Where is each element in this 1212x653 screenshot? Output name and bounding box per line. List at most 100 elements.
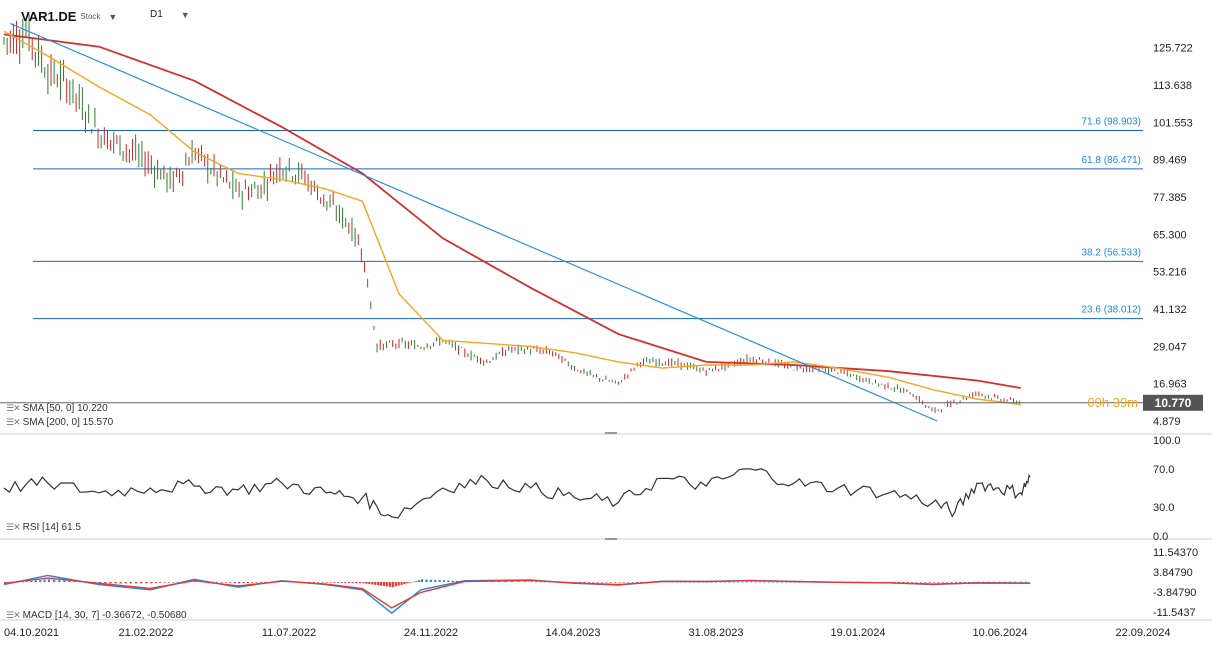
macd-histogram-bar bbox=[129, 582, 133, 584]
date-axis-tick: 10.06.2024 bbox=[972, 627, 1027, 639]
symbol-selector[interactable]: VAR1.DE Stock ▼ bbox=[21, 9, 117, 24]
macd-histogram-bar bbox=[789, 581, 792, 583]
macd-histogram-bar bbox=[145, 582, 148, 584]
settings-icon[interactable]: ☰✕ bbox=[6, 417, 21, 427]
fibonacci-level-label: 71.6 (98.903) bbox=[1082, 116, 1142, 127]
sma200-label: SMA [200, 0] 15.570 bbox=[22, 417, 114, 428]
macd-histogram-bar bbox=[251, 582, 254, 583]
macd-histogram-bar bbox=[447, 580, 450, 582]
macd-histogram-bar bbox=[902, 582, 905, 583]
macd-histogram-bar bbox=[701, 581, 705, 583]
settings-icon[interactable]: ☰✕ bbox=[6, 403, 21, 413]
macd-histogram-bar bbox=[932, 582, 936, 583]
macd-histogram-bar bbox=[391, 582, 394, 588]
macd-histogram-bar bbox=[371, 582, 374, 585]
date-axis-tick: 31.08.2023 bbox=[688, 627, 743, 639]
macd-histogram-bar bbox=[362, 582, 365, 584]
macd-histogram-bar bbox=[710, 581, 713, 583]
sma200-line[interactable] bbox=[3, 33, 1021, 389]
settings-icon[interactable]: ☰✕ bbox=[6, 610, 21, 620]
macd-histogram-bar bbox=[723, 581, 726, 583]
macd-histogram-bar bbox=[937, 582, 940, 583]
price-axis-tick: 29.047 bbox=[1153, 341, 1187, 353]
macd-histogram-bar bbox=[510, 581, 514, 583]
price-axis-tick: 89.469 bbox=[1153, 155, 1187, 167]
instrument-type: Stock bbox=[80, 12, 101, 21]
macd-histogram-bar bbox=[504, 581, 507, 582]
pane-resize-handle[interactable] bbox=[605, 538, 617, 540]
macd-histogram-bar bbox=[442, 580, 446, 582]
macd-histogram-bar bbox=[358, 582, 361, 584]
macd-histogram-bar bbox=[119, 582, 122, 584]
macd-histogram-bar bbox=[798, 582, 801, 583]
macd-histogram-bar bbox=[114, 582, 117, 584]
macd-histogram-bar bbox=[941, 582, 944, 583]
rsi-line[interactable] bbox=[3, 468, 1031, 519]
macd-histogram-bar bbox=[260, 582, 263, 583]
macd-histogram-bar bbox=[30, 580, 33, 582]
macd-histogram-bar bbox=[365, 582, 368, 584]
interval-selector[interactable]: D1 ▼ bbox=[150, 9, 190, 20]
pane-resize-handle[interactable] bbox=[605, 432, 617, 434]
macd-histogram-bar bbox=[355, 582, 358, 584]
macd-histogram-bar bbox=[385, 582, 389, 587]
macd-histogram-bar bbox=[456, 580, 459, 582]
macd-histogram-bar bbox=[767, 581, 770, 583]
rsi-axis-tick: 100.0 bbox=[1153, 435, 1181, 447]
macd-histogram-bar bbox=[950, 582, 953, 583]
price-axis-tick: 125.722 bbox=[1153, 43, 1193, 55]
macd-histogram-bar bbox=[434, 579, 437, 582]
macd-histogram-bar bbox=[154, 582, 157, 584]
macd-histogram-bar bbox=[104, 582, 107, 584]
macd-histogram-bar bbox=[906, 582, 909, 583]
sma50-legend[interactable]: ☰✕ SMA [50, 0] 10.220 bbox=[6, 403, 108, 414]
macd-histogram-bar bbox=[982, 581, 985, 583]
settings-icon[interactable]: ☰✕ bbox=[6, 522, 21, 532]
macd-histogram-bar bbox=[972, 581, 975, 583]
macd-histogram-bar bbox=[176, 581, 179, 583]
price-axis-tick: 41.132 bbox=[1153, 304, 1187, 316]
macd-histogram-bar bbox=[750, 581, 753, 583]
macd-histogram-bar bbox=[998, 581, 1001, 583]
macd-histogram-bar bbox=[347, 582, 350, 583]
interval-dropdown-icon[interactable]: ▼ bbox=[180, 9, 190, 20]
fibonacci-level-label: 61.8 (86.471) bbox=[1082, 155, 1142, 166]
price-axis-tick: 53.216 bbox=[1153, 267, 1187, 279]
macd-label: MACD [14, 30, 7] -0.36672, -0.50680 bbox=[22, 610, 187, 621]
rsi-legend[interactable]: ☰✕ RSI [14] 61.5 bbox=[6, 522, 81, 533]
macd-histogram-bar bbox=[321, 582, 324, 583]
macd-histogram-bar bbox=[109, 582, 112, 584]
macd-histogram-bar bbox=[159, 582, 162, 583]
countdown-label: 09h 39m bbox=[1087, 395, 1138, 410]
macd-histogram-bar bbox=[409, 582, 412, 583]
macd-histogram-bar bbox=[600, 582, 604, 583]
macd-histogram-bar bbox=[719, 581, 722, 583]
macd-histogram-bar bbox=[946, 582, 949, 583]
macd-histogram-bar bbox=[400, 582, 403, 585]
symbol-dropdown-icon[interactable]: ▼ bbox=[108, 11, 118, 22]
macd-histogram-bar bbox=[403, 582, 406, 585]
macd-histogram-bar bbox=[587, 582, 590, 583]
macd-histogram-bar bbox=[216, 582, 219, 583]
macd-histogram-bar bbox=[412, 581, 415, 583]
macd-histogram-bar bbox=[58, 580, 61, 582]
sma50-line[interactable] bbox=[3, 30, 1021, 406]
macd-histogram-bar bbox=[377, 582, 380, 586]
macd-signal-line[interactable] bbox=[3, 577, 1031, 609]
macd-legend[interactable]: ☰✕ MACD [14, 30, 7] -0.36672, -0.50680 bbox=[6, 610, 187, 621]
trendline[interactable] bbox=[10, 23, 938, 422]
rsi-axis-tick: 0.0 bbox=[1153, 531, 1168, 543]
macd-histogram-bar bbox=[732, 581, 735, 583]
macd-histogram-bar bbox=[340, 582, 343, 583]
macd-histogram-bar bbox=[99, 582, 102, 584]
macd-histogram-bar bbox=[992, 581, 996, 583]
macd-histogram-bar bbox=[333, 582, 336, 583]
macd-histogram-bar bbox=[406, 582, 409, 584]
macd-histogram-bar bbox=[233, 582, 236, 584]
macd-histogram-bar bbox=[793, 582, 797, 583]
macd-histogram-bar bbox=[706, 582, 709, 583]
macd-histogram-bar bbox=[517, 581, 520, 583]
sma200-legend[interactable]: ☰✕ SMA [200, 0] 15.570 bbox=[6, 417, 113, 428]
